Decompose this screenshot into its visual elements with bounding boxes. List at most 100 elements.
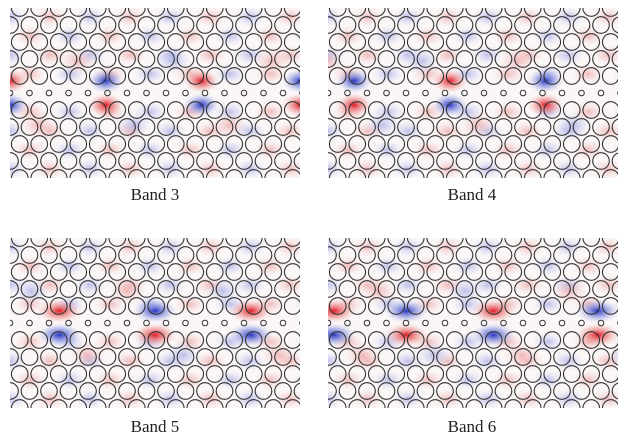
hole	[358, 382, 376, 400]
hole	[225, 33, 244, 51]
hole	[338, 280, 357, 298]
field-tint	[532, 140, 564, 160]
hole	[88, 101, 107, 119]
field-tint	[412, 256, 444, 276]
hole	[283, 238, 300, 247]
hole	[225, 169, 244, 178]
hole	[166, 8, 185, 17]
hole	[582, 365, 601, 383]
hole	[387, 263, 406, 281]
hole	[244, 135, 263, 153]
hole	[283, 331, 300, 349]
hole	[49, 263, 68, 281]
hole	[127, 263, 146, 281]
field-tint	[234, 8, 266, 27]
field-lobe	[10, 93, 28, 117]
hole	[293, 382, 300, 400]
defect-hole	[344, 319, 351, 327]
hole	[49, 33, 68, 51]
field-panel	[310, 238, 618, 408]
hole	[484, 67, 503, 85]
hole	[310, 298, 327, 315]
hole	[367, 238, 386, 247]
hole	[69, 331, 88, 349]
hole	[514, 280, 532, 298]
hole	[244, 399, 263, 408]
hole	[59, 348, 78, 366]
hole	[348, 33, 367, 51]
hole	[30, 67, 49, 85]
defect-hole	[221, 319, 228, 327]
hole	[572, 50, 591, 68]
hole	[166, 399, 185, 408]
field-tint	[472, 238, 504, 257]
hole	[304, 170, 321, 187]
hole	[10, 16, 19, 34]
hole	[328, 238, 347, 247]
hole	[348, 331, 367, 349]
hole	[562, 365, 581, 383]
hole	[176, 16, 195, 34]
hole	[436, 246, 454, 264]
hole	[69, 67, 88, 85]
field-tint	[274, 8, 300, 27]
hole	[264, 101, 283, 119]
hole	[484, 33, 503, 51]
hole	[254, 16, 273, 34]
panel-label: Band 6	[448, 417, 497, 436]
hole	[137, 246, 156, 264]
hole	[176, 50, 195, 68]
hole	[397, 118, 415, 136]
hole	[416, 280, 435, 298]
hole	[274, 348, 292, 366]
hole	[69, 8, 88, 17]
hole	[49, 238, 68, 247]
field-tint	[234, 389, 266, 408]
defect-hole	[162, 319, 170, 327]
hole	[30, 135, 49, 153]
hole	[592, 382, 610, 400]
hole	[205, 263, 224, 281]
hole	[304, 34, 321, 51]
hole	[127, 297, 146, 315]
field-tint	[332, 140, 364, 160]
hole	[514, 246, 532, 264]
hole	[166, 135, 185, 153]
hole	[157, 280, 175, 298]
hole	[445, 169, 464, 178]
hole	[235, 118, 253, 136]
hole	[523, 297, 542, 315]
field-lobe	[155, 47, 192, 75]
hole	[504, 297, 523, 315]
hole	[445, 8, 464, 17]
hole	[377, 246, 396, 264]
hole	[465, 238, 484, 247]
hole	[137, 382, 156, 400]
hole	[562, 135, 581, 153]
hole	[572, 246, 591, 264]
hole	[304, 332, 321, 349]
hole	[196, 16, 214, 34]
hole	[215, 16, 234, 34]
hole	[0, 298, 9, 315]
defect-hole	[480, 89, 488, 97]
hole	[166, 101, 185, 119]
field-lobe	[115, 111, 152, 139]
field-tint	[74, 8, 106, 27]
hole	[10, 50, 19, 68]
hole	[215, 118, 234, 136]
hole	[543, 67, 562, 85]
hole	[244, 101, 263, 119]
hole	[225, 8, 244, 17]
hole	[69, 263, 88, 281]
hole	[274, 50, 292, 68]
hole	[328, 365, 347, 383]
hole	[367, 399, 386, 408]
hole	[387, 365, 406, 383]
hole	[611, 280, 618, 298]
hole	[611, 382, 618, 400]
hole	[387, 8, 406, 17]
hole	[10, 348, 19, 366]
hole	[455, 246, 474, 264]
field-lobe	[431, 69, 468, 93]
